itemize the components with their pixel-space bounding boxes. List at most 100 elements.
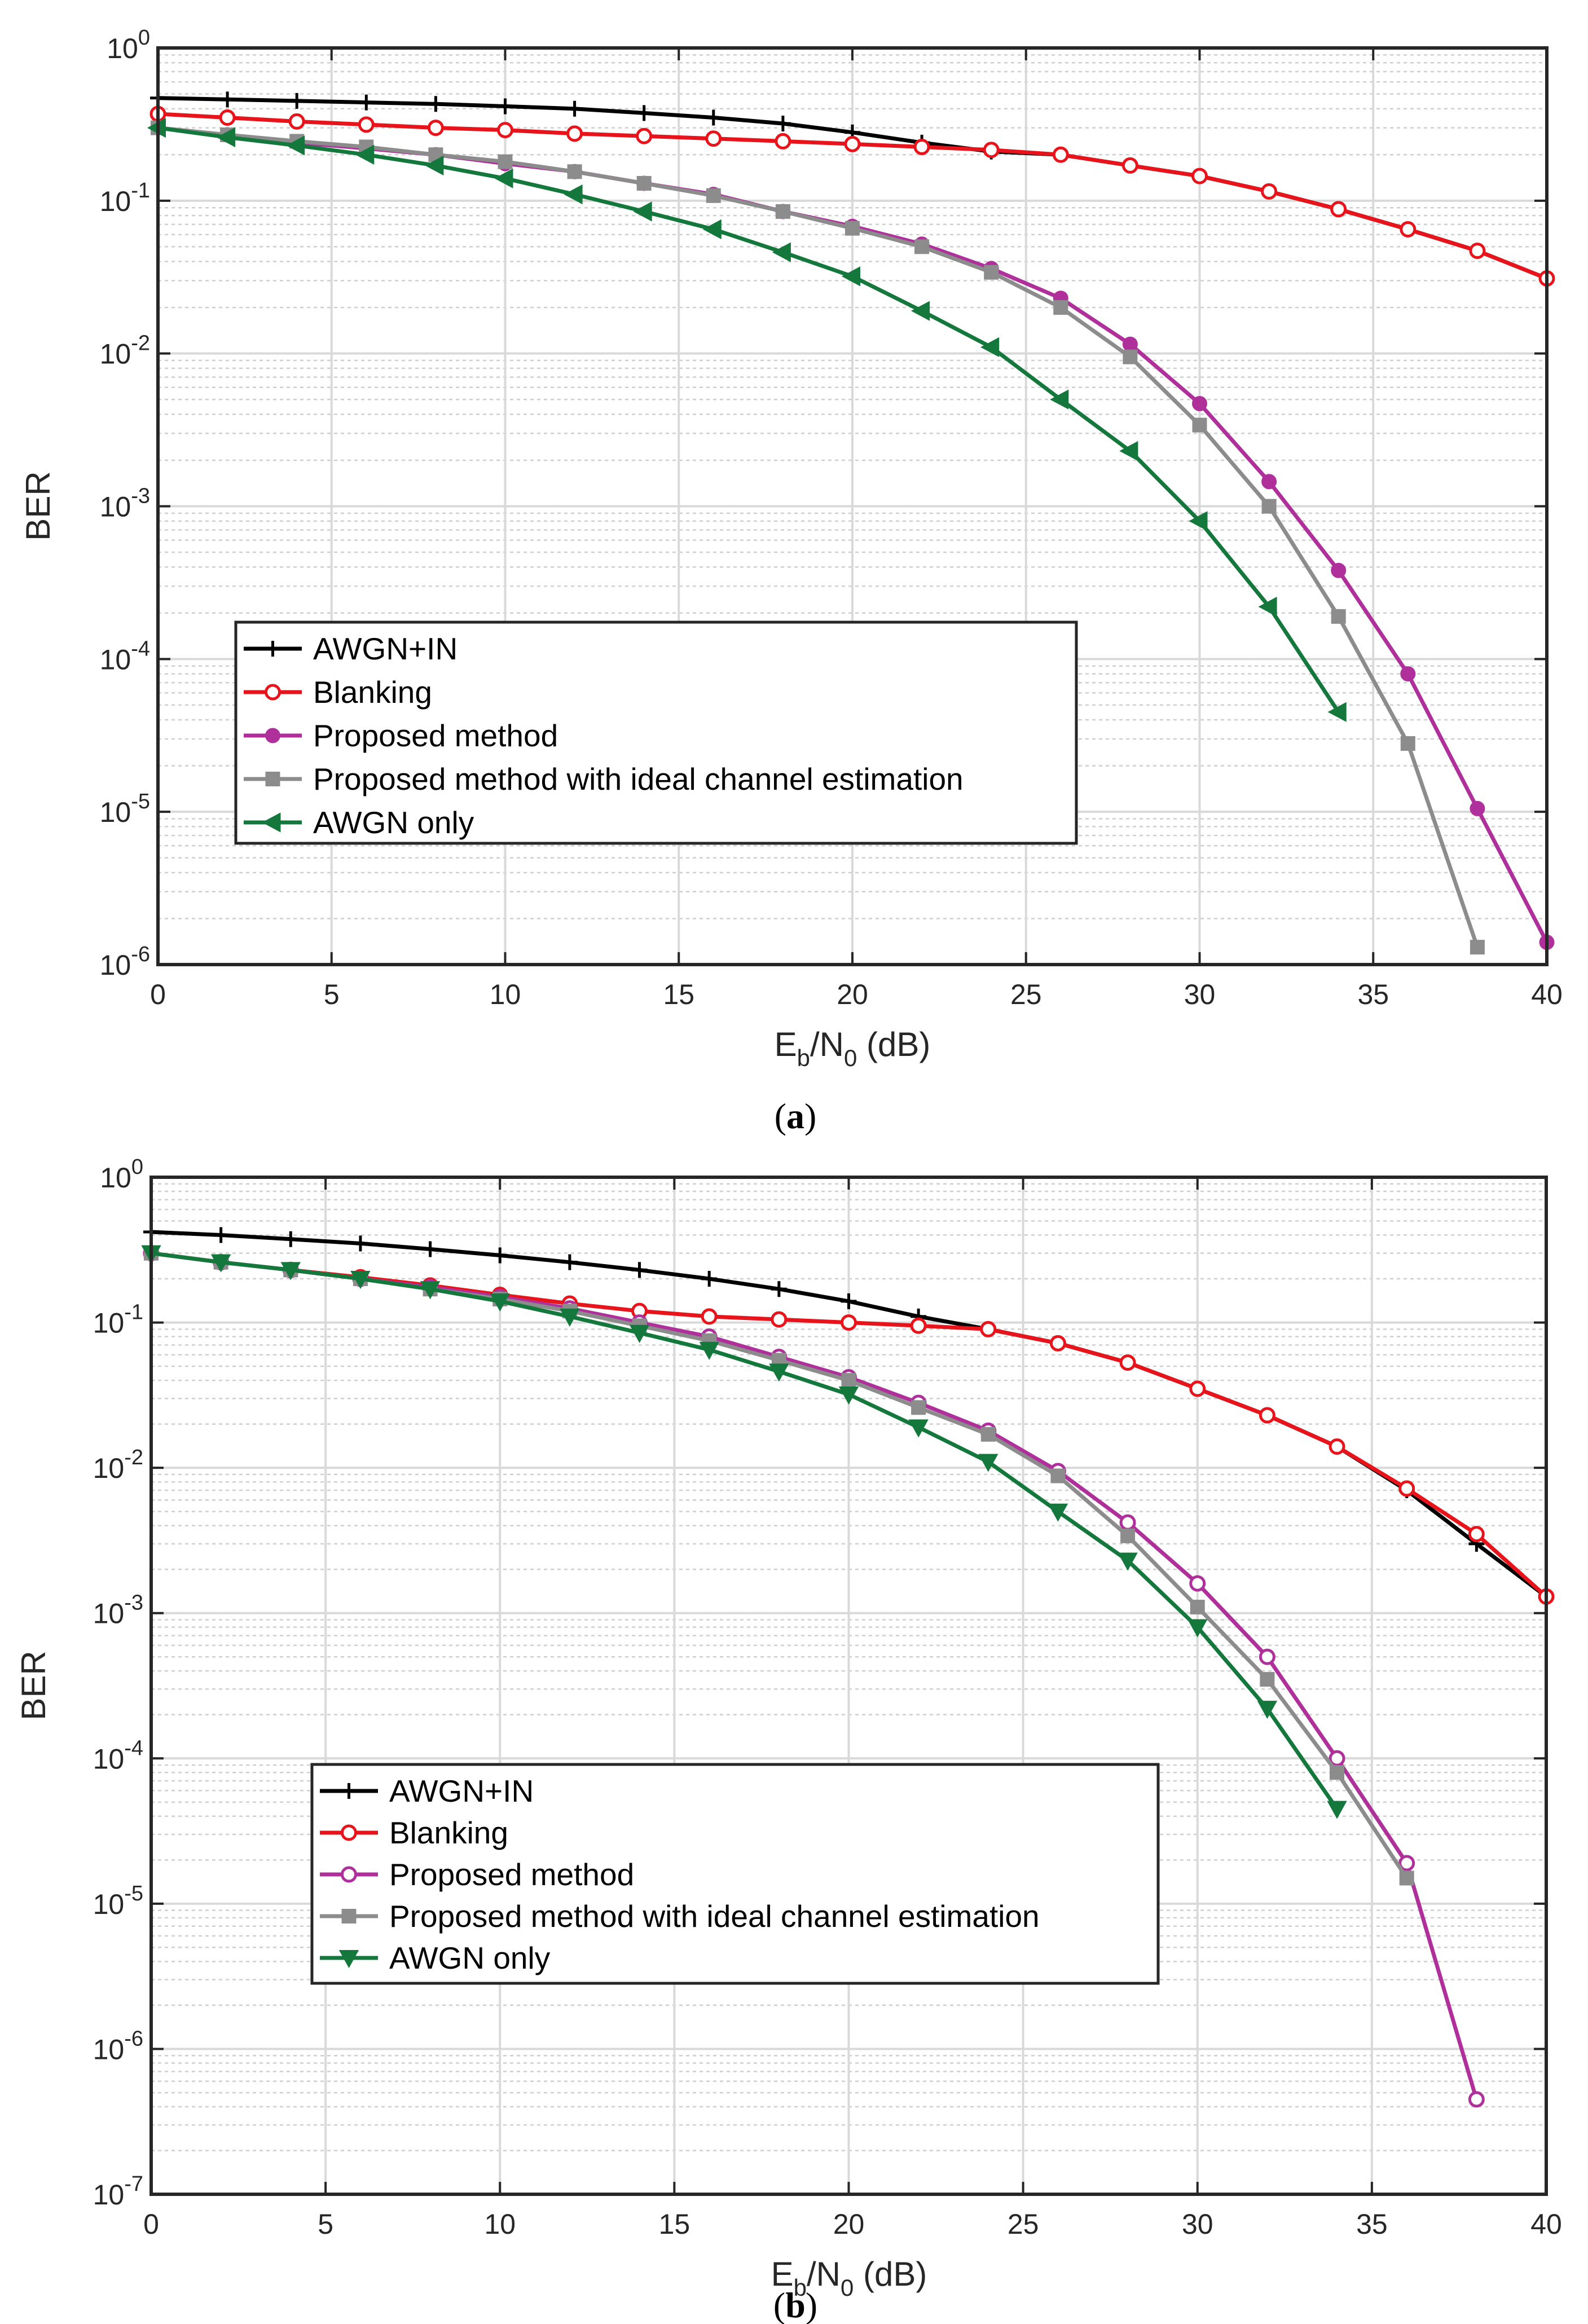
legend-b: AWGN+IN Blanking Proposed method Proposed m… [310, 1763, 1160, 1985]
x-axis-label-b-unit: (dB) [854, 2255, 927, 2293]
panel-caption-a-letter: a [786, 1096, 804, 1136]
data-point-blanking [980, 1321, 997, 1337]
data-point-blanking [1259, 1407, 1275, 1424]
data-point-blanking [701, 1308, 718, 1325]
data-point-proposed-method-with-ideal-channel-estimation [1053, 300, 1068, 315]
x-tick-label: 20 [833, 2208, 865, 2240]
data-point-proposed-method [1331, 562, 1347, 578]
y-tick-label: 10-3 [93, 1591, 143, 1630]
data-point-blanking [1468, 1526, 1485, 1543]
x-tick-label: 15 [663, 979, 694, 1010]
series-group-a [147, 90, 1555, 955]
data-point-awgn-only [910, 301, 930, 321]
data-point-proposed-method-with-ideal-channel-estimation [1331, 609, 1346, 624]
data-point-awgn-only [978, 1454, 998, 1472]
legend-label: Blanking [389, 1815, 508, 1850]
x-tick-label: 10 [490, 979, 521, 1010]
data-point-proposed-method [1261, 474, 1277, 490]
legend-label: AWGN+IN [313, 631, 458, 666]
data-point-blanking [841, 1314, 857, 1331]
data-point-awgn-only [355, 144, 375, 165]
legend-marker [265, 641, 281, 657]
y-tick-label: 100 [100, 1155, 143, 1194]
data-point-awgn-only [1258, 596, 1277, 617]
data-point-awgn-only [908, 1419, 929, 1438]
legend-marker [262, 812, 281, 833]
legend-box-b [310, 1763, 1160, 1985]
x-tick-label: 25 [1008, 2208, 1039, 2240]
data-point-awgn-only [769, 1363, 789, 1382]
series-line-awgn-only [151, 1251, 1339, 1810]
y-axis-label-b: BER [15, 1650, 52, 1720]
legend-a: AWGN+IN Blanking Proposed method Proposed m… [234, 620, 1078, 845]
x-tick-label: 15 [659, 2208, 690, 2240]
legend-marker [265, 728, 280, 743]
data-point-awgn-only [699, 1341, 719, 1360]
data-point-proposed-method [1192, 395, 1207, 411]
data-point-blanking [1119, 1354, 1136, 1371]
data-point-awgn-only [1257, 1701, 1278, 1719]
data-point-awgn-only [1327, 702, 1347, 722]
y-tick-label: 10-5 [100, 790, 150, 828]
data-point-awgn-in [219, 91, 236, 108]
y-axis-label-a: BER [19, 471, 57, 540]
data-point-awgn-only [420, 1281, 441, 1300]
data-point-blanking [1398, 1480, 1415, 1497]
legend-item-blanking: Blanking [244, 675, 432, 710]
data-point-blanking [771, 1311, 788, 1328]
chart-panel-a: 0 5 10 15 20 25 30 35 40 100 10-1 10-2 10-3 10-4 10-5 1… [19, 26, 1563, 1136]
x-tick-label: 20 [837, 979, 868, 1010]
y-tick-label: 10-1 [100, 179, 150, 217]
x-tick-label: 35 [1356, 2208, 1388, 2240]
data-point-awgn-only [280, 1262, 301, 1280]
data-point-awgn-only [633, 201, 652, 222]
y-tick-label: 10-2 [93, 1446, 143, 1484]
data-point-blanking [1330, 201, 1347, 218]
data-point-blanking [427, 120, 444, 137]
x-tick-label: 0 [143, 2208, 159, 2240]
data-point-proposed-method [1189, 1575, 1206, 1592]
panel-caption-b-letter: b [785, 2285, 806, 2324]
x-axis-label-b-sub2: 0 [841, 2274, 854, 2301]
data-point-awgn-only [629, 1324, 650, 1343]
y-tick-label: 10-4 [100, 637, 150, 675]
data-point-blanking [288, 113, 305, 130]
data-point-proposed-method-with-ideal-channel-estimation [1330, 1765, 1345, 1780]
legend-marker [265, 772, 280, 786]
data-point-proposed-method [1119, 1514, 1136, 1531]
x-axis-label-a-sub1: b [797, 1045, 810, 1071]
data-point-awgn-only [494, 168, 513, 188]
data-point-proposed-method-with-ideal-channel-estimation [1260, 1672, 1275, 1687]
data-point-blanking [358, 116, 375, 133]
data-point-proposed-method-with-ideal-channel-estimation [980, 1427, 996, 1442]
data-point-proposed-method-with-ideal-channel-estimation [1261, 499, 1277, 514]
data-point-proposed-method-with-ideal-channel-estimation [1399, 1870, 1414, 1886]
data-point-blanking [844, 135, 861, 152]
data-point-proposed-method-with-ideal-channel-estimation [1470, 940, 1485, 955]
data-point-proposed-method-with-ideal-channel-estimation [911, 1400, 926, 1415]
legend-label: AWGN+IN [389, 1773, 534, 1808]
data-point-awgn-only [286, 135, 305, 156]
data-point-awgn-only [1050, 389, 1069, 410]
x-axis-label-a-sub2: 0 [844, 1045, 857, 1071]
data-point-blanking [636, 127, 653, 144]
x-axis-label-a-mid: /N [810, 1025, 844, 1063]
data-point-awgn-only [1189, 511, 1208, 531]
data-point-awgn-only [1187, 1619, 1208, 1638]
data-point-proposed-method-with-ideal-channel-estimation [498, 154, 513, 169]
data-point-awgn-in [701, 1271, 718, 1287]
data-point-awgn-in [705, 109, 722, 126]
data-point-blanking [1121, 157, 1138, 174]
data-point-awgn-in [636, 105, 652, 121]
data-point-blanking [1400, 221, 1417, 238]
data-point-blanking [1049, 1335, 1066, 1352]
tick-labels-a: 0 5 10 15 20 25 30 35 40 100 10-1 10-2 10-3 10-4 10-5 1… [100, 26, 1563, 1010]
chart-panel-b: 0 5 10 15 20 25 30 35 40 100 10-1 10-2 10-3 10-4 10-5 1… [15, 1155, 1562, 2324]
data-point-awgn-in [283, 1231, 299, 1247]
data-point-awgn-in [775, 116, 791, 132]
x-axis-label-a-unit: (dB) [857, 1025, 930, 1063]
x-axis-label-a-base: E [775, 1025, 797, 1063]
data-point-proposed-method [1398, 1855, 1415, 1872]
x-tick-label: 0 [150, 979, 166, 1010]
